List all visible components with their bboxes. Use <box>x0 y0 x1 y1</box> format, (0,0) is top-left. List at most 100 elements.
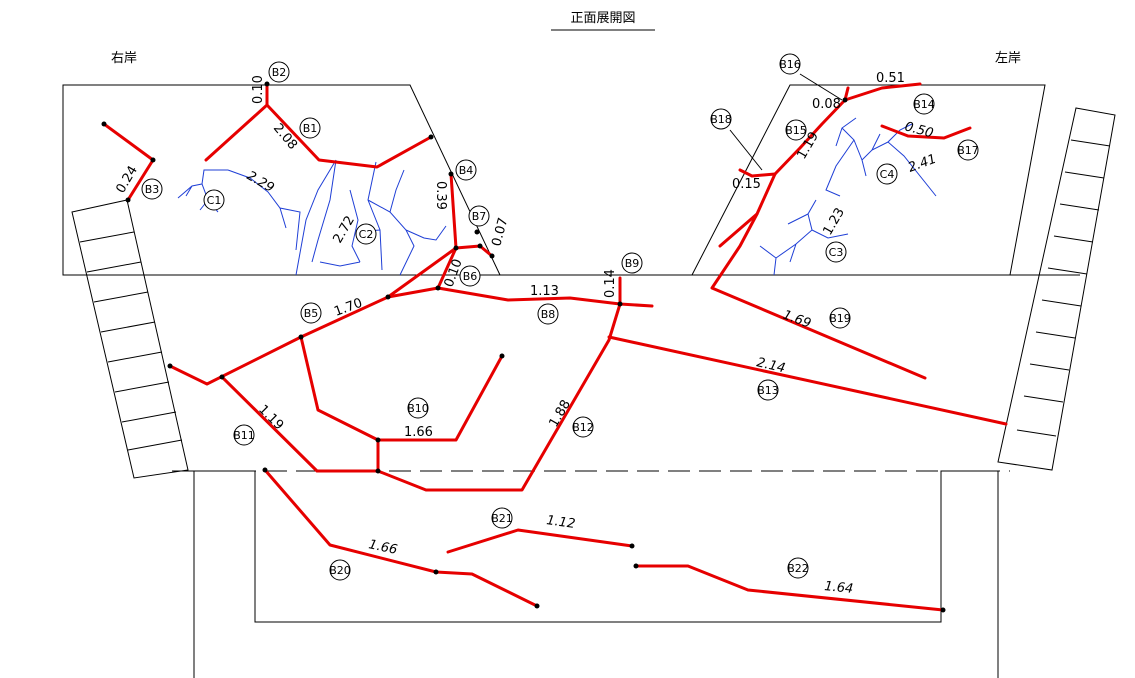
crack-b13 <box>607 335 1008 426</box>
tag-b14: B14 <box>913 93 935 115</box>
crack-b4 <box>449 172 458 250</box>
node <box>101 121 107 127</box>
tag-b11-text: B11 <box>233 429 255 442</box>
tag-c2-text: C2 <box>359 228 374 241</box>
right-wing-row-7 <box>121 411 177 423</box>
right-wing-row-8 <box>127 439 183 451</box>
crack-b12 <box>376 302 622 492</box>
fine-crack-network <box>177 117 937 276</box>
tag-b10-text: B10 <box>407 402 429 415</box>
tag-c1: C1 <box>203 189 225 211</box>
tag-b2-text: B2 <box>272 66 287 79</box>
tag-b16-text: B16 <box>779 58 801 71</box>
node <box>477 243 483 249</box>
node <box>489 253 495 259</box>
width-b9: 0.14 <box>603 269 618 298</box>
node <box>435 285 441 291</box>
right-wing-row-1 <box>79 231 135 243</box>
width-b3: 0.24 <box>113 163 140 196</box>
fine-crack-c1 <box>177 169 301 251</box>
width-b20: 1.66 <box>367 537 398 558</box>
node <box>433 569 439 575</box>
width-b21: 1.12 <box>545 513 576 532</box>
tag-b12: B12 <box>572 416 594 438</box>
node <box>499 353 505 359</box>
node <box>940 607 946 613</box>
tag-b22-text: B22 <box>787 562 809 575</box>
node <box>375 468 381 474</box>
node <box>375 437 381 443</box>
right-wing-row-4 <box>100 321 156 333</box>
tag-b17: B17 <box>957 139 979 161</box>
tag-b21-text: B21 <box>491 512 513 525</box>
node <box>842 97 848 103</box>
fine-crack-width-labels: 2.29 2.72 1.23 2.41 <box>244 152 939 246</box>
right-wing-row-5 <box>107 351 163 363</box>
node <box>534 603 540 609</box>
node <box>474 229 480 235</box>
width-b10: 1.66 <box>404 425 433 440</box>
node <box>219 374 225 380</box>
tag-b14-text: B14 <box>913 98 935 111</box>
right-wing-row-2 <box>86 261 142 273</box>
tag-b2: B2 <box>268 61 290 83</box>
leader-b16 <box>799 73 843 101</box>
tag-b1-text: B1 <box>303 122 318 135</box>
tag-b20: B20 <box>329 559 351 581</box>
width-c1: 2.29 <box>244 168 277 195</box>
tag-b19-text: B19 <box>829 312 851 325</box>
lower-footing-outline <box>193 470 999 678</box>
crack-b10 <box>299 335 504 442</box>
width-b17: 0.50 <box>903 119 935 141</box>
left-wing-row-1 <box>1070 139 1111 147</box>
left-wing-wall-outline <box>997 107 1116 471</box>
width-b4: 0.39 <box>433 181 448 210</box>
left-wing-row-8 <box>1029 363 1070 371</box>
tag-b5: B5 <box>300 302 322 324</box>
width-b8: 1.13 <box>530 284 559 299</box>
left-wing-row-9 <box>1023 395 1064 403</box>
width-c2: 2.72 <box>330 213 357 246</box>
crack-node-dots <box>101 81 946 613</box>
tag-b7-text: B7 <box>472 210 487 223</box>
fine-crack-c4 <box>825 117 937 197</box>
tag-b3: B3 <box>141 178 163 200</box>
node <box>428 134 434 140</box>
structure-outline <box>62 84 1080 678</box>
node <box>633 563 639 569</box>
width-b19: 1.69 <box>781 308 813 332</box>
tag-b18-text: B18 <box>710 113 732 126</box>
tag-c3: C3 <box>825 241 847 263</box>
tag-b5-text: B5 <box>304 307 319 320</box>
crack-b1 <box>204 103 433 169</box>
left-bank-label: 左岸 <box>995 51 1021 66</box>
width-b18: 0.15 <box>732 177 761 192</box>
tag-b6-text: B6 <box>463 270 478 283</box>
node <box>167 363 173 369</box>
right-wing-row-6 <box>114 381 170 393</box>
width-c4: 2.41 <box>906 152 938 176</box>
crack-b11 <box>220 375 380 473</box>
tag-c1-text: C1 <box>207 194 222 207</box>
tag-c4: C4 <box>876 163 898 185</box>
tag-b13-text: B13 <box>757 384 779 397</box>
tag-b12-text: B12 <box>572 421 594 434</box>
left-wing-row-2 <box>1064 171 1105 179</box>
tag-b13: B13 <box>757 379 779 401</box>
tag-b4-text: B4 <box>459 164 474 177</box>
node <box>298 334 304 340</box>
crack-b18 <box>738 168 777 178</box>
tag-c3-text: C3 <box>829 246 844 259</box>
left-wing-row-10 <box>1016 429 1057 437</box>
left-wing-wall <box>997 107 1116 471</box>
crack-width-labels: 2.08 0.10 0.24 0.39 1.70 0.10 0.07 1.13 … <box>113 71 934 597</box>
tag-b9: B9 <box>621 252 643 274</box>
upper-wall-right <box>62 84 1080 276</box>
tag-b7: B7 <box>468 205 490 227</box>
left-wing-row-6 <box>1041 299 1082 307</box>
tag-b8: B8 <box>537 303 559 325</box>
tag-c2: C2 <box>355 223 377 245</box>
tag-b1: B1 <box>299 117 321 139</box>
crack-b14 <box>843 82 922 102</box>
